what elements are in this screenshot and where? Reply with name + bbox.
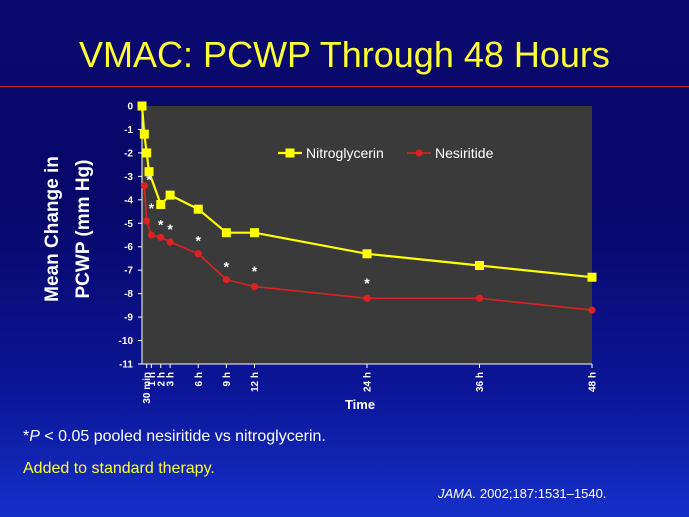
legend-nitroglycerin-label: Nitroglycerin xyxy=(306,145,384,161)
y-tick-label: -9 xyxy=(124,313,133,324)
therapy-note: Added to standard therapy. xyxy=(23,460,215,477)
significance-asterisk: * xyxy=(252,263,258,279)
y-tick-label: -11 xyxy=(119,360,133,371)
y-tick-label: -7 xyxy=(124,266,133,277)
y-axis-label-line-2: PCWP (mm Hg) xyxy=(73,159,94,299)
y-tick-label: -2 xyxy=(124,148,133,159)
x-tick-label: 12 h xyxy=(250,372,261,392)
significance-asterisk: * xyxy=(149,200,155,216)
legend-nesiritide-label: Nesiritide xyxy=(435,145,494,161)
x-tick-label: 36 h xyxy=(475,372,486,392)
significance-asterisk: * xyxy=(146,172,152,188)
citation-journal: JAMA. xyxy=(438,486,477,501)
x-tick-label: 2 h xyxy=(156,372,167,386)
nesiritide-point xyxy=(363,294,371,302)
nitroglycerin-point xyxy=(587,272,597,282)
y-axis: 0 -1 -2 -3 -4 -5 -6 -7 -8 -9 -10 -11 xyxy=(119,102,143,371)
x-tick-label: 6 h xyxy=(194,372,205,386)
y-tick-label: -4 xyxy=(124,195,133,206)
citation: JAMA. 2002;187:1531–1540. xyxy=(438,486,606,501)
plot-area xyxy=(142,106,592,364)
nitroglycerin-point xyxy=(475,260,484,270)
nesiritide-point xyxy=(194,250,202,258)
nitroglycerin-point xyxy=(250,228,259,238)
footnote-p: P xyxy=(29,428,40,445)
y-tick-label: 0 xyxy=(127,102,133,113)
significance-asterisk: * xyxy=(196,233,202,249)
nitroglycerin-point xyxy=(156,200,166,210)
y-tick-label: -10 xyxy=(119,336,134,347)
nesiritide-point xyxy=(140,182,148,190)
nitroglycerin-point xyxy=(221,228,231,238)
legend-nesiritide-marker xyxy=(415,149,423,157)
significance-footnote: *P < 0.05 pooled nesiritide vs nitroglyc… xyxy=(23,428,326,446)
y-tick-label: -3 xyxy=(124,172,133,183)
series-layer xyxy=(137,101,597,314)
nitroglycerin-point xyxy=(165,190,175,200)
chart-legend: Nitroglycerin Nesiritide xyxy=(278,145,494,161)
significance-asterisk: * xyxy=(167,221,173,237)
x-tick-label: 1 h xyxy=(147,372,158,386)
y-axis-label: Mean Change in PCWP (mm Hg) xyxy=(37,156,99,302)
nitroglycerin-point xyxy=(139,129,149,139)
y-tick-label: -6 xyxy=(124,242,133,253)
nesiritide-point xyxy=(250,283,259,291)
y-tick-label: -5 xyxy=(124,219,133,230)
title-divider xyxy=(0,86,689,87)
x-tick-label: 48 h xyxy=(588,372,599,392)
y-axis-label-line-1: Mean Change in xyxy=(42,156,63,302)
significance-asterisk: * xyxy=(224,258,230,274)
x-tick-label: 3 h xyxy=(166,372,177,386)
nitroglycerin-point xyxy=(137,101,147,111)
x-tick-label: 30 min xyxy=(142,372,153,404)
x-tick-label: 9 h xyxy=(222,372,233,386)
y-tick-label: -8 xyxy=(124,289,133,300)
y-tick-label: -1 xyxy=(124,125,133,136)
nesiritide-point xyxy=(147,231,155,239)
nitroglycerin-point xyxy=(193,204,203,214)
significance-asterisk: * xyxy=(364,275,370,291)
significance-asterisk: * xyxy=(158,216,164,232)
legend-nitroglycerin-marker xyxy=(285,148,295,158)
slide-title: VMAC: PCWP Through 48 Hours xyxy=(79,34,610,75)
nesiritide-point xyxy=(588,306,596,314)
nitroglycerin-point xyxy=(362,249,372,259)
x-tick-label: 24 h xyxy=(363,372,374,392)
footnote-text: < 0.05 pooled nesiritide vs nitroglyceri… xyxy=(39,428,326,445)
footnote-star: * xyxy=(23,428,30,445)
nesiritide-point xyxy=(143,217,151,225)
citation-ref: 2002;187:1531–1540. xyxy=(476,486,607,501)
significance-markers: *** *** ** xyxy=(146,172,370,291)
nitroglycerin-point xyxy=(144,167,154,177)
x-axis-label: Time xyxy=(344,397,376,412)
nesiritide-point xyxy=(157,233,165,241)
nesiritide-point xyxy=(475,294,484,302)
nitroglycerin-point xyxy=(142,148,152,158)
nesiritide-point xyxy=(222,275,230,284)
nesiritide-point xyxy=(166,238,174,246)
